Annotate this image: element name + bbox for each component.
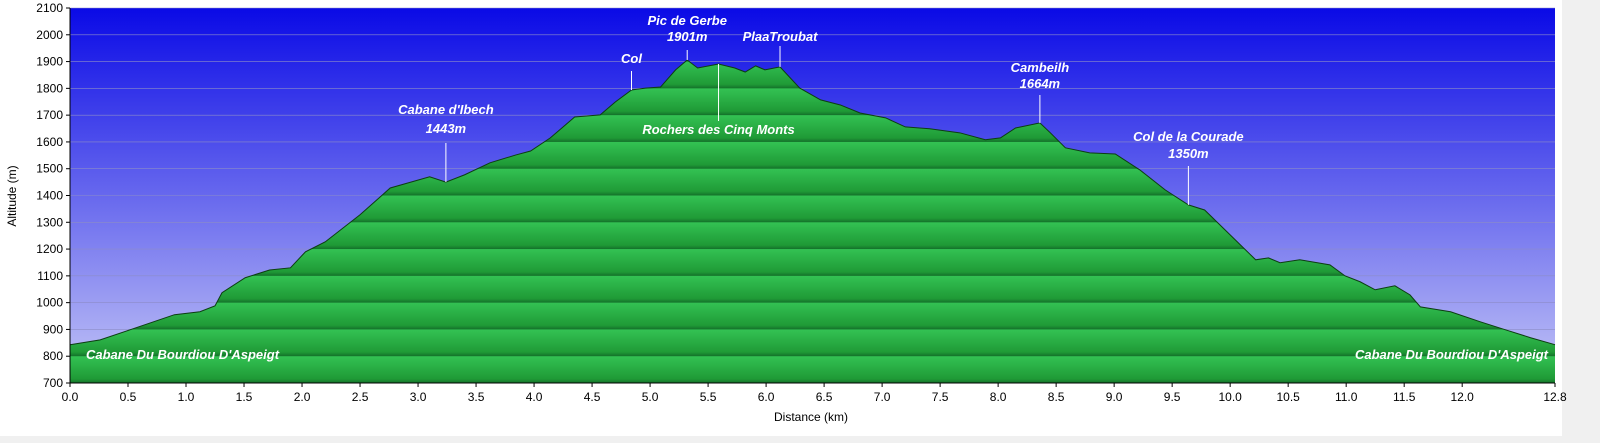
y-tick-label: 1100 (37, 269, 63, 283)
x-tick-label: 4.0 (526, 390, 543, 404)
annotation-value: 1901m (667, 29, 708, 44)
y-tick-label: 1900 (36, 55, 63, 69)
x-tick-label: 8.5 (1048, 390, 1065, 404)
annotation-value: 1443m (426, 121, 467, 136)
start-label: Cabane Du Bourdiou D'Aspeigt (86, 347, 280, 362)
x-tick-label: 5.0 (642, 390, 659, 404)
x-tick-label: 0.0 (62, 390, 79, 404)
x-tick-label: 12.0 (1451, 390, 1475, 404)
y-tick-label: 700 (43, 376, 63, 390)
x-tick-label: 7.0 (874, 390, 891, 404)
y-tick-label: 2100 (36, 1, 63, 15)
annotation-label: Cambeilh (1011, 60, 1070, 75)
x-tick-label: 10.0 (1218, 390, 1242, 404)
x-tick-label: 9.0 (1106, 390, 1123, 404)
x-tick-label: 2.5 (352, 390, 369, 404)
annotation-value: 1350m (1168, 146, 1209, 161)
end-label: Cabane Du Bourdiou D'Aspeigt (1355, 347, 1549, 362)
y-tick-label: 1800 (36, 81, 63, 95)
x-tick-label: 6.0 (758, 390, 775, 404)
y-tick-label: 1000 (36, 296, 63, 310)
y-tick-label: 2000 (36, 28, 63, 42)
x-tick-label: 9.5 (1164, 390, 1181, 404)
x-tick-label: 5.5 (700, 390, 717, 404)
area-fill (70, 59, 1555, 383)
x-tick-label: 11.0 (1335, 390, 1358, 404)
annotation-label: Col de la Courade (1133, 129, 1244, 144)
x-tick-label: 7.5 (932, 390, 949, 404)
x-tick-label: 10.5 (1276, 390, 1300, 404)
y-tick-label: 800 (43, 349, 63, 363)
y-tick-label: 900 (43, 322, 63, 336)
x-tick-label: 6.5 (816, 390, 833, 404)
area-line (69, 59, 1556, 346)
x-tick-label: 12.8 (1543, 390, 1567, 404)
x-tick-label: 11.5 (1393, 390, 1416, 404)
annotation-label: Col (621, 51, 642, 66)
annotation-label: Pic de Gerbe (647, 13, 726, 28)
y-axis-title: Altitude (m) (5, 165, 19, 226)
x-axis-title: Distance (km) (774, 410, 848, 424)
annotation-label: PlaaTroubat (743, 29, 819, 44)
annotation-label: Rochers des Cinq Monts (642, 122, 794, 137)
annotation-value: 1664m (1020, 76, 1061, 91)
y-tick-label: 1200 (36, 242, 63, 256)
x-tick-label: 0.5 (120, 390, 137, 404)
x-tick-label: 4.5 (584, 390, 601, 404)
annotation-label: Cabane d'Ibech (398, 102, 494, 117)
y-tick-label: 1700 (36, 108, 63, 122)
x-tick-label: 8.0 (990, 390, 1007, 404)
x-tick-label: 1.0 (178, 390, 195, 404)
y-tick-label: 1500 (36, 162, 63, 176)
y-tick-label: 1400 (36, 189, 63, 203)
y-tick-label: 1600 (36, 135, 63, 149)
x-tick-label: 3.5 (468, 390, 485, 404)
x-tick-label: 3.0 (410, 390, 427, 404)
x-tick-label: 1.5 (236, 390, 253, 404)
x-tick-label: 2.0 (294, 390, 311, 404)
y-tick-label: 1300 (36, 215, 63, 229)
